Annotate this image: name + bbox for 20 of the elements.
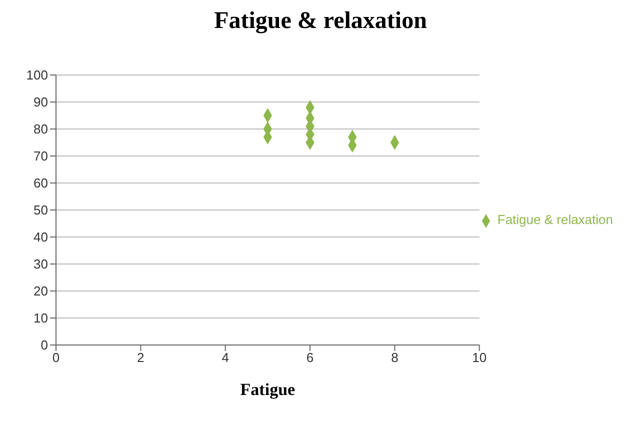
y-tick-label: 60 (34, 176, 48, 191)
y-tick-label: 80 (34, 122, 48, 137)
y-tick-label: 70 (34, 148, 48, 164)
x-tick-label: 6 (306, 350, 314, 366)
y-tick-label: 90 (34, 94, 48, 110)
y-tick-label: 0 (40, 338, 48, 353)
y-tick-label: 30 (34, 256, 48, 272)
chart-title: Fatigue & relaxation (213, 8, 428, 35)
x-tick-label: 0 (52, 350, 60, 366)
y-tick-label: 20 (34, 284, 48, 299)
x-tick-label: 2 (137, 350, 144, 366)
x-axis-title: Fatigue (240, 380, 296, 399)
y-tick-label: 100 (26, 68, 48, 83)
y-tick-label: 10 (34, 310, 48, 326)
legend-label: Fatigue & relaxation (497, 212, 613, 228)
y-tick-label: 50 (34, 202, 48, 218)
y-tick-label: 40 (34, 230, 48, 245)
x-tick-label: 4 (222, 350, 229, 366)
x-tick-label: 8 (391, 350, 398, 366)
x-tick-label: 10 (472, 350, 487, 366)
